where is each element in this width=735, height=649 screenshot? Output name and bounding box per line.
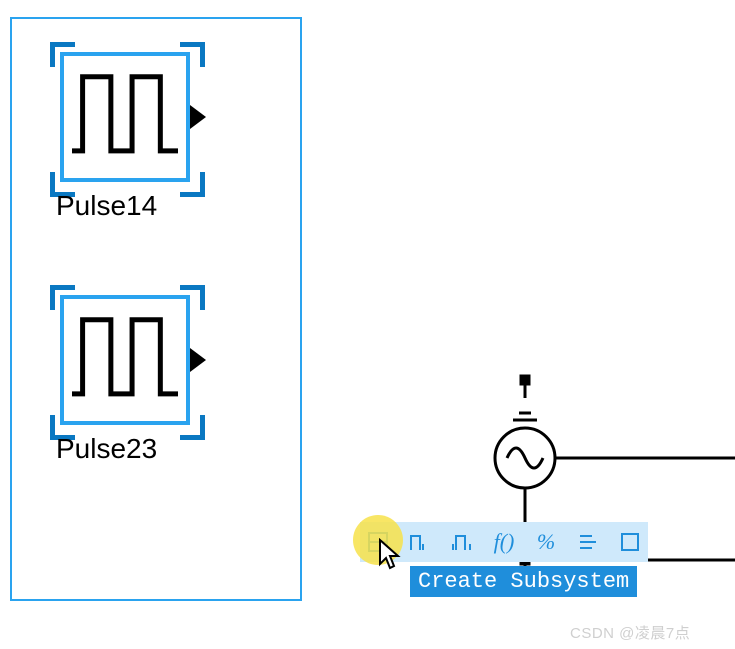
cursor-icon <box>376 538 404 572</box>
format-icon[interactable] <box>574 528 602 556</box>
percent-icon[interactable]: % <box>532 528 560 556</box>
simulink-canvas[interactable]: Pulse14Pulse23 f()% Create Subsystem CSD… <box>0 0 735 649</box>
function-icon[interactable]: f() <box>490 528 518 556</box>
step-out-icon[interactable] <box>448 528 476 556</box>
tooltip-text: Create Subsystem <box>418 569 629 594</box>
tooltip: Create Subsystem <box>410 566 637 597</box>
square-icon[interactable] <box>616 528 644 556</box>
watermark: CSDN @凌晨7点 <box>570 622 690 643</box>
step-in-icon[interactable] <box>406 528 434 556</box>
